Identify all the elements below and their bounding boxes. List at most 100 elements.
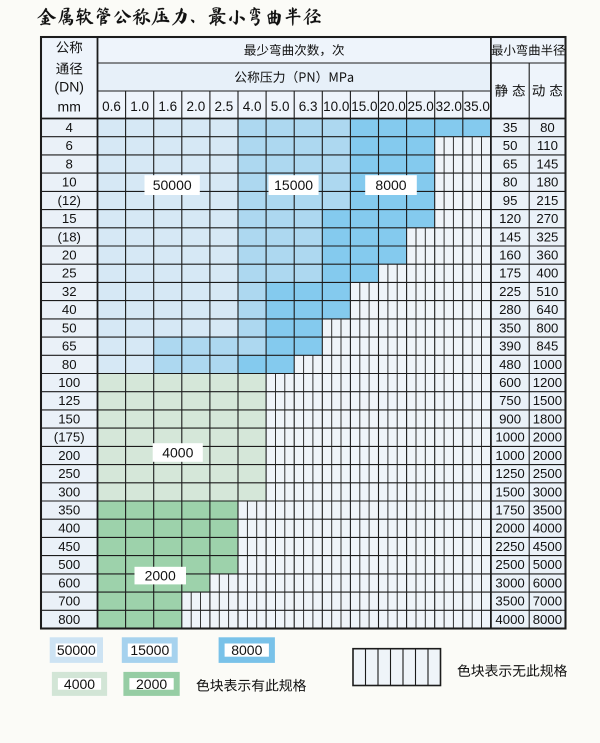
svg-text:1750: 1750: [495, 503, 524, 518]
svg-text:1800: 1800: [533, 411, 562, 426]
svg-text:50000: 50000: [57, 642, 96, 658]
svg-text:360: 360: [536, 248, 558, 263]
svg-text:80: 80: [540, 120, 555, 135]
svg-text:4000: 4000: [495, 612, 524, 627]
svg-text:1000: 1000: [495, 430, 524, 445]
svg-text:200: 200: [58, 448, 80, 463]
svg-text:750: 750: [499, 393, 521, 408]
svg-text:80: 80: [62, 357, 77, 372]
svg-text:2500: 2500: [495, 557, 524, 572]
svg-text:500: 500: [58, 557, 80, 572]
svg-text:8: 8: [66, 156, 73, 171]
svg-text:8000: 8000: [231, 642, 262, 658]
svg-text:20: 20: [62, 248, 77, 263]
svg-text:15: 15: [62, 211, 77, 226]
svg-text:120: 120: [499, 211, 521, 226]
svg-text:(18): (18): [57, 229, 80, 244]
svg-text:(175): (175): [54, 430, 85, 445]
svg-text:40: 40: [62, 302, 77, 317]
svg-text:35.0: 35.0: [464, 99, 490, 114]
svg-text:4000: 4000: [533, 521, 562, 536]
svg-text:100: 100: [58, 375, 80, 390]
svg-text:3000: 3000: [533, 484, 562, 499]
svg-text:900: 900: [499, 411, 521, 426]
svg-text:390: 390: [499, 339, 521, 354]
svg-text:2250: 2250: [495, 539, 524, 554]
svg-text:800: 800: [536, 320, 558, 335]
svg-text:350: 350: [58, 503, 80, 518]
svg-text:80: 80: [503, 175, 518, 190]
svg-text:35: 35: [503, 120, 518, 135]
svg-text:350: 350: [499, 320, 521, 335]
svg-text:4.0: 4.0: [243, 99, 262, 114]
svg-text:4500: 4500: [533, 539, 562, 554]
svg-text:325: 325: [536, 229, 558, 244]
svg-text:25: 25: [62, 266, 77, 281]
svg-text:110: 110: [537, 138, 558, 153]
svg-text:1000: 1000: [533, 357, 562, 372]
svg-text:2000: 2000: [533, 448, 562, 463]
svg-text:50: 50: [503, 138, 518, 153]
svg-text:5.0: 5.0: [271, 99, 290, 114]
svg-text:250: 250: [58, 466, 80, 481]
svg-text:32: 32: [62, 284, 77, 299]
svg-text:2000: 2000: [533, 430, 562, 445]
svg-text:5000: 5000: [533, 557, 562, 572]
svg-text:1500: 1500: [533, 393, 562, 408]
svg-text:400: 400: [536, 266, 558, 281]
svg-text:(12): (12): [57, 193, 80, 208]
svg-text:10.0: 10.0: [323, 99, 349, 114]
svg-text:510: 510: [536, 284, 558, 299]
svg-text:2000: 2000: [145, 567, 176, 583]
svg-text:0.6: 0.6: [102, 99, 121, 114]
svg-text:1.6: 1.6: [158, 99, 177, 114]
svg-text:15000: 15000: [274, 177, 313, 193]
svg-text:25.0: 25.0: [407, 99, 433, 114]
svg-text:65: 65: [62, 339, 77, 354]
svg-text:4000: 4000: [64, 676, 95, 692]
svg-text:2000: 2000: [495, 521, 524, 536]
svg-text:270: 270: [536, 211, 558, 226]
svg-text:700: 700: [58, 594, 80, 609]
svg-text:150: 150: [58, 411, 80, 426]
svg-text:50000: 50000: [153, 177, 192, 193]
svg-text:mm: mm: [58, 99, 81, 115]
svg-text:3500: 3500: [533, 503, 562, 518]
svg-text:4: 4: [66, 120, 73, 135]
svg-text:2.5: 2.5: [215, 99, 234, 114]
svg-text:2.0: 2.0: [187, 99, 206, 114]
svg-text:160: 160: [499, 248, 521, 263]
svg-text:50: 50: [62, 320, 77, 335]
svg-text:1250: 1250: [495, 466, 524, 481]
svg-text:20.0: 20.0: [379, 99, 405, 114]
svg-text:175: 175: [499, 266, 521, 281]
svg-text:300: 300: [58, 484, 80, 499]
svg-text:600: 600: [499, 375, 521, 390]
svg-text:32.0: 32.0: [436, 99, 462, 114]
svg-text:125: 125: [58, 393, 80, 408]
svg-text:450: 450: [58, 539, 80, 554]
svg-text:845: 845: [536, 339, 558, 354]
svg-text:2500: 2500: [533, 466, 562, 481]
svg-text:215: 215: [536, 193, 558, 208]
svg-text:180: 180: [536, 175, 558, 190]
svg-text:400: 400: [58, 521, 80, 536]
svg-text:800: 800: [58, 612, 80, 627]
svg-text:3500: 3500: [495, 594, 524, 609]
svg-text:640: 640: [536, 302, 558, 317]
svg-text:10: 10: [62, 175, 77, 190]
svg-text:2000: 2000: [136, 676, 167, 692]
svg-text:1200: 1200: [533, 375, 562, 390]
svg-text:145: 145: [499, 229, 521, 244]
svg-text:(DN): (DN): [54, 79, 84, 95]
svg-text:480: 480: [499, 357, 521, 372]
svg-text:4000: 4000: [162, 444, 193, 460]
svg-text:1500: 1500: [495, 484, 524, 499]
svg-text:3000: 3000: [495, 575, 524, 590]
svg-text:600: 600: [58, 575, 80, 590]
svg-text:280: 280: [499, 302, 521, 317]
svg-text:8000: 8000: [533, 612, 562, 627]
svg-text:15000: 15000: [130, 642, 169, 658]
svg-text:1000: 1000: [495, 448, 524, 463]
svg-text:6000: 6000: [533, 575, 562, 590]
